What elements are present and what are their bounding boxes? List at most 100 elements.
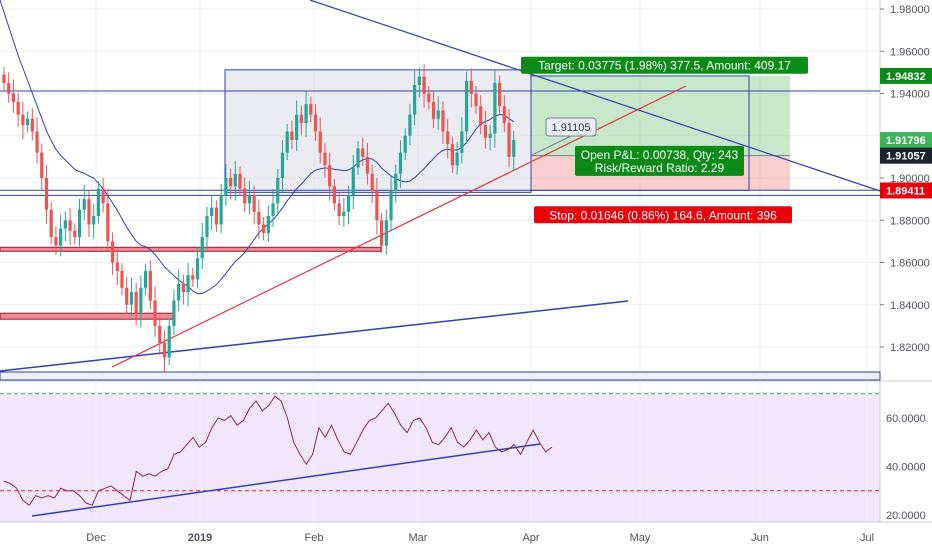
callout-text: 1.91105 (552, 122, 591, 134)
candle-body-47 (224, 178, 228, 195)
candle-body-83 (394, 173, 398, 191)
candle-body-92 (436, 110, 440, 119)
candle-body-2 (11, 93, 16, 102)
candle-body-103 (488, 133, 492, 138)
candle-body-72 (342, 211, 346, 217)
moving-average (0, 0, 515, 295)
candle-body-84 (398, 152, 403, 174)
candle-body-21 (101, 188, 105, 204)
candle-body-37 (177, 283, 181, 301)
candle-body-48 (228, 178, 233, 187)
candle-body-85 (403, 135, 407, 153)
candle-body-30 (144, 270, 148, 288)
rsi-tick-label-2: 20.0000 (886, 510, 926, 522)
candle-body-100 (474, 93, 478, 107)
candle-body-80 (380, 220, 384, 246)
candle-body-11 (54, 237, 58, 246)
candle-body-38 (181, 283, 185, 293)
candle-body-62 (295, 114, 299, 140)
horizontal-levels[interactable] (0, 90, 881, 381)
callout-pointer (531, 135, 572, 156)
long-position-tool[interactable] (530, 75, 790, 191)
rsi-tick-label-1: 40.0000 (886, 462, 926, 474)
candle-body-56 (266, 216, 270, 233)
candle-body-26 (125, 287, 129, 305)
price-tag-text-2: 1.91057 (886, 151, 926, 163)
candle-body-91 (431, 101, 436, 119)
candle-body-25 (120, 270, 124, 288)
candle-body-97 (460, 131, 464, 153)
candle-body-70 (332, 186, 336, 204)
time-label-4: Apr (522, 532, 539, 544)
candle-body-17 (82, 199, 86, 210)
candle-body-107 (507, 123, 511, 157)
candle-body-74 (351, 167, 355, 195)
long-term-trendline (0, 300, 629, 372)
candle-body-34 (162, 342, 167, 358)
price-tag-1 (880, 132, 932, 149)
candle-body-28 (134, 292, 138, 314)
price-tick-label-7: 1.84000 (890, 300, 930, 312)
candle-body-106 (502, 106, 506, 124)
candle-body-39 (186, 275, 190, 293)
position-labels: Target: 0.03775 (1.98%) 377.5, Amount: 4… (521, 56, 808, 224)
candle-body-73 (346, 194, 351, 212)
candle-body-6 (30, 118, 34, 132)
candle-body-10 (49, 209, 53, 238)
target-label-box (521, 56, 808, 74)
target-zone (531, 75, 790, 156)
time-label-7: Jul (860, 532, 874, 544)
candle-body-88 (417, 76, 421, 86)
candle-body-75 (356, 148, 360, 168)
candle-body-64 (304, 104, 308, 124)
candle-body-42 (200, 237, 204, 259)
time-label-1: 2019 (188, 532, 212, 544)
candle-body-93 (441, 110, 445, 132)
candle-body-108 (512, 139, 516, 157)
ma-line (0, 0, 515, 295)
candle-body-82 (389, 190, 393, 221)
candle-body-86 (408, 114, 412, 136)
price-tag-text-3: 1.89411 (886, 185, 925, 197)
price-tick-label-6: 1.86000 (890, 258, 930, 270)
candle-body-105 (498, 82, 502, 107)
candle-body-31 (148, 270, 152, 301)
candle-body-81 (384, 220, 388, 246)
target-label-text-0: Target: 0.03775 (1.98%) 377.5, Amount: 4… (538, 59, 791, 73)
pnl-label-text-1: Risk/Reward Ratio: 2.29 (595, 161, 725, 175)
candle-body-98 (464, 80, 469, 132)
price-tag-0 (880, 67, 932, 84)
descending-trendline (309, 0, 881, 192)
candle-body-79 (375, 190, 379, 221)
consolidation-box[interactable] (224, 69, 532, 193)
candle-body-8 (40, 152, 44, 178)
candle-body-94 (446, 131, 450, 145)
candle-body-23 (110, 241, 115, 263)
candle-body-33 (158, 325, 162, 343)
candle-body-35 (167, 325, 171, 358)
candle-body-0 (2, 74, 6, 83)
candle-body-53 (252, 194, 256, 212)
candle-body-95 (450, 144, 454, 166)
candle-body-65 (309, 104, 313, 115)
axes: 1.980001.960001.940001.920001.900001.880… (86, 4, 932, 544)
pnl-label-box (575, 145, 744, 176)
price-tick-label-8: 1.82000 (890, 342, 930, 354)
price-tick-label-4: 1.90000 (890, 173, 930, 185)
time-label-0: Dec (86, 532, 106, 544)
time-label-6: Jun (751, 532, 769, 544)
candle-body-55 (262, 224, 266, 233)
candle-body-29 (139, 287, 143, 314)
rsi-line (3, 395, 553, 507)
pnl-label-text-0: Open P&L: 0.00738, Qty: 243 (581, 148, 739, 162)
candle-body-15 (73, 230, 77, 238)
candle-body-63 (299, 114, 303, 124)
price-tick-label-1: 1.96000 (890, 46, 930, 58)
candle-body-16 (77, 209, 82, 238)
trend-lines[interactable] (0, 0, 881, 517)
rsi-trendline (31, 443, 541, 517)
candle-body-44 (210, 207, 214, 217)
candle-body-78 (370, 173, 374, 191)
